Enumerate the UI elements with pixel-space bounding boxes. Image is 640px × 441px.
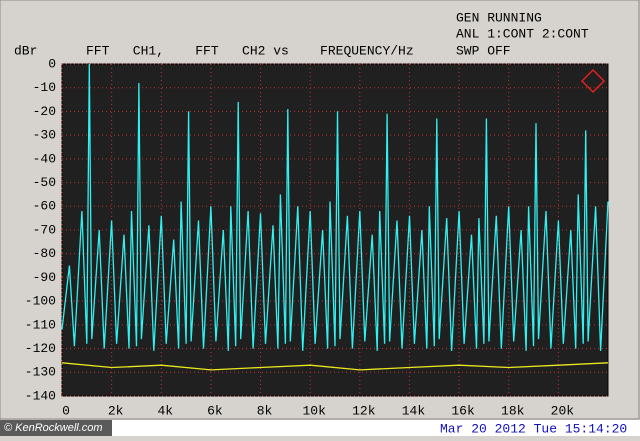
y-tick-label: -90 — [33, 270, 56, 285]
x-tick-label: 12k — [352, 403, 376, 418]
y-tick-label: -60 — [33, 199, 56, 214]
status-line: GEN RUNNING — [456, 10, 542, 25]
y-tick-label: -120 — [25, 341, 56, 356]
y-tick-label: -80 — [33, 246, 56, 261]
y-tick-label: -110 — [25, 317, 56, 332]
spectrum-line — [61, 63, 609, 351]
y-tick-label: -20 — [33, 104, 56, 119]
spectrum-line — [61, 362, 609, 371]
y-tick-label: -140 — [25, 388, 56, 403]
credit: © KenRockwell.com — [4, 422, 103, 434]
y-tick-label: -70 — [33, 222, 56, 237]
timestamp: Mar 20 2012 Tue 15:14:20 — [440, 421, 627, 436]
y-tick-label: 0 — [48, 56, 56, 71]
status-line: SWP OFF — [456, 43, 511, 58]
logo — [580, 68, 606, 94]
x-tick-label: 4k — [157, 403, 173, 418]
credit-box — [0, 420, 112, 436]
x-tick-label: 20k — [551, 403, 575, 418]
x-tick-label: 14k — [402, 403, 426, 418]
y-tick-label: -40 — [33, 151, 56, 166]
x-tick-label: 6k — [207, 403, 223, 418]
y-tick-label: -50 — [33, 175, 56, 190]
y-tick-label: -100 — [25, 294, 56, 309]
x-tick-label: 0 — [62, 403, 70, 418]
plot: 0 -10 -20 -30 -40 -50 -60 -70 -80 -90 -100 -110 -120… — [25, 56, 609, 418]
status-line: ANL 1:CONT 2:CONT — [456, 26, 589, 41]
x-tick-label: 16k — [451, 403, 475, 418]
x-tick-label: 10k — [302, 403, 326, 418]
y-axis-label: dBr — [14, 43, 37, 58]
y-tick-label: -130 — [25, 365, 56, 380]
x-tick-label: 8k — [257, 403, 273, 418]
x-tick-label: 18k — [501, 403, 525, 418]
chart-title: FFT CH1, FFT CH2 vs FREQUENCY/Hz — [86, 43, 414, 58]
y-tick-label: -30 — [33, 128, 56, 143]
x-tick-label: 2k — [108, 403, 124, 418]
footer-bar — [0, 420, 640, 436]
y-tick-label: -10 — [33, 80, 56, 95]
